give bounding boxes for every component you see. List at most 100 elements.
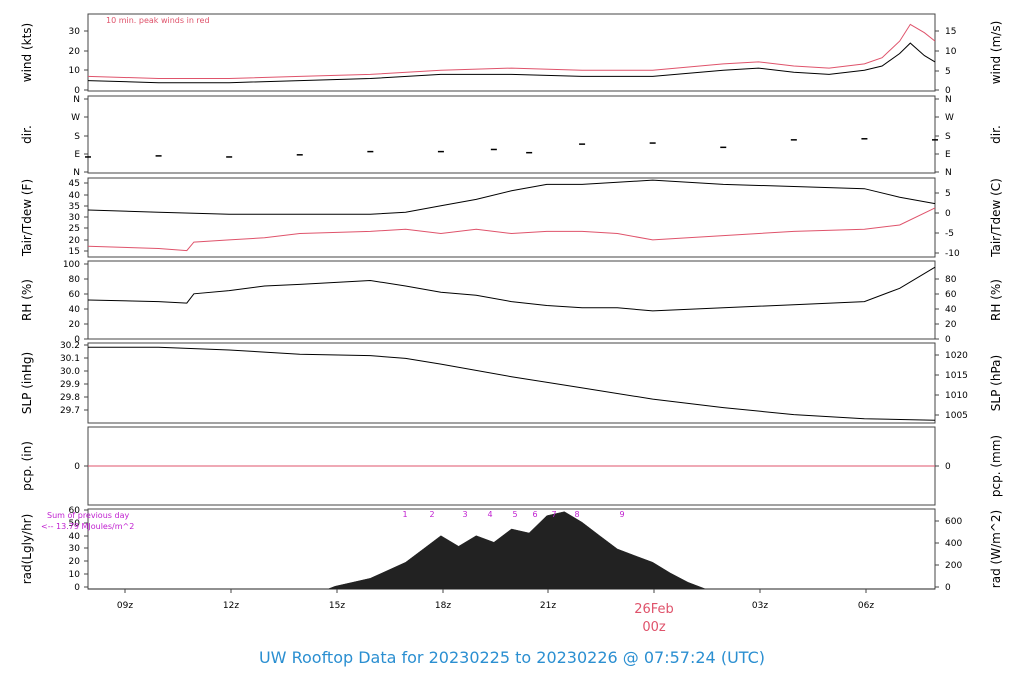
slp-frame [87,342,936,424]
pcp-left-tick-label: 0 [74,462,80,472]
wind-right-tick-label: 5 [945,67,951,77]
rh-right-axis-title: RH (%) [989,279,1003,321]
temp-right-tick-label: -10 [945,249,960,259]
dir-left-tick-label: E [74,150,80,160]
wind-right-tick-label: 10 [945,47,957,57]
slp-left-tick-label: 29.9 [60,380,80,390]
rh-right-tick-label: 0 [945,335,951,345]
rad-right-tick-label: 400 [945,539,962,549]
wind-left-axis-title: wind (kts) [20,23,34,82]
rad-right-tick-label: 200 [945,561,962,571]
rad-series-area [327,511,706,590]
rh-right-tick-label: 80 [945,275,957,285]
rh-panel: 0 20 40 60 80 100 0 20 40 60 80 RH (%) RH (%) [20,260,1003,345]
rad-hour-marker: 9 [619,510,624,519]
temp-left-tick-label: 45 [69,179,80,189]
dir-left-tick-label: N [73,168,80,178]
rh-frame [87,260,936,340]
x-tick-label: 15z [329,601,345,611]
pcp-right-tick-label: 0 [945,462,951,472]
temp-left-tick-label: 15 [69,247,80,257]
rad-left-tick-label: 10 [69,570,81,580]
temp-right-tick-label: -5 [945,229,954,239]
rad-annotation-line-2: <-- 13.79 MJoules/m^2 [41,522,134,531]
dir-left-tick-label: S [74,132,80,142]
rh-left-tick-label: 80 [69,275,81,285]
rh-right-tick-label: 40 [945,305,957,315]
rad-hour-marker: 5 [512,510,517,519]
dir-left-tick-label: N [73,95,80,105]
slp-left-tick-label: 29.8 [60,393,80,403]
x-tick-label: 09z [117,601,133,611]
temp-left-tick-label: 40 [69,191,81,201]
pcp-left-axis-title: pcp. (in) [20,441,34,491]
dir-right-tick-label: S [945,132,951,142]
rad-left-tick-label: 20 [69,557,81,567]
x-tick-label: 18z [435,601,451,611]
slp-panel: 29.7 29.8 29.9 30.0 30.1 30.2 1005 1010 1015 1020… [20,341,1003,424]
rad-hour-marker: 3 [462,510,467,519]
slp-right-tick-label: 1005 [945,411,968,421]
temp-left-tick-label: 25 [69,224,80,234]
slp-left-tick-label: 29.7 [60,406,80,416]
rad-right-axis-title: rad (W/m^2) [989,510,1003,588]
rh-left-tick-label: 60 [69,290,81,300]
dir-right-axis-title: dir. [989,125,1003,144]
rad-hour-marker: 4 [487,510,492,519]
temp-left-tick-label: 30 [69,213,81,223]
temp-right-tick-label: 5 [945,189,951,199]
x-day-tick: 00z [642,620,666,635]
dir-right-tick-label: W [945,113,954,123]
slp-right-tick-label: 1015 [945,371,968,381]
rh-right-tick-label: 60 [945,290,957,300]
wind-panel: 0 10 20 30 0 5 10 15 wind (kts) wind (m/s) 10 min.… [20,13,1003,96]
wind-series-peak-winds [87,23,936,79]
temp-left-tick-label: 35 [69,202,80,212]
x-tick-label: 03z [752,601,768,611]
x-axis: 09z 12z 15z 18z 21z 03z 06z 26Feb 00z [117,589,874,635]
temp-frame [87,177,936,258]
pcp-panel: 0 0 pcp. (in) pcp. (mm) [20,426,1003,506]
rh-left-tick-label: 0 [74,335,80,345]
temp-series-Tdew [87,207,936,252]
rad-hour-marker: 2 [429,510,434,519]
wind-left-tick-label: 20 [69,47,81,57]
rh-series-RH [87,266,936,312]
temp-series-Tair [87,179,936,215]
temp-left-tick-label: 20 [69,236,81,246]
wind-left-tick-label: 30 [69,27,81,37]
slp-right-tick-label: 1020 [945,351,968,361]
rad-left-tick-label: 0 [74,583,80,593]
rad-annotation-line-1: Sum of previous day [47,511,129,520]
slp-left-tick-label: 30.0 [60,367,80,377]
dir-right-tick-label: E [945,150,951,160]
wind-right-tick-label: 0 [945,86,951,96]
rad-left-tick-label: 50 [69,519,81,529]
wind-left-tick-label: 10 [69,66,81,76]
rad-hour-marker: 7 [551,510,556,519]
wind-annotation: 10 min. peak winds in red [106,16,210,25]
x-day-label: 26Feb [634,602,674,617]
slp-right-axis-title: SLP (hPa) [989,355,1003,411]
rad-right-tick-label: 600 [945,517,962,527]
rh-left-tick-label: 40 [69,305,81,315]
rad-hour-marker: 6 [532,510,537,519]
dir-left-tick-label: W [71,113,80,123]
wind-right-axis-title: wind (m/s) [989,21,1003,85]
wind-right-tick-label: 15 [945,27,956,37]
temp-right-tick-label: 0 [945,209,951,219]
rad-right-tick-label: 0 [945,583,951,593]
x-tick-label: 12z [223,601,239,611]
dir-right-tick-label: N [945,168,952,178]
slp-left-axis-title: SLP (inHg) [20,352,34,414]
rad-left-tick-label: 30 [69,544,81,554]
wind-left-tick-label: 0 [74,86,80,96]
rad-hour-marker: 8 [574,510,579,519]
footer-title: UW Rooftop Data for 20230225 to 20230226… [258,648,766,667]
rh-left-axis-title: RH (%) [20,279,34,321]
rad-left-tick-label: 60 [69,506,81,516]
pcp-right-axis-title: pcp. (mm) [989,435,1003,497]
